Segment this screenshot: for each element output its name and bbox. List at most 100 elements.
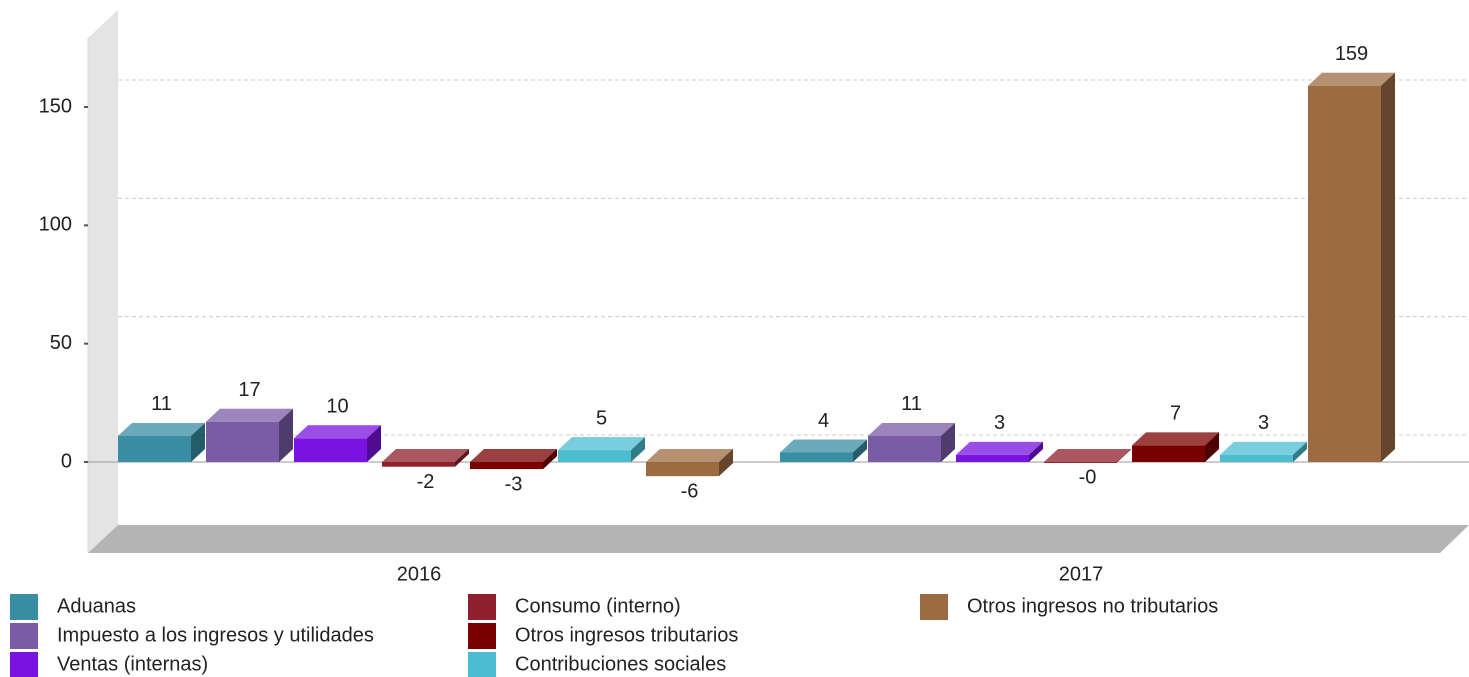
bar-top bbox=[382, 448, 469, 462]
bar-side bbox=[367, 425, 381, 462]
bar-side bbox=[279, 408, 293, 462]
bar-top bbox=[780, 439, 867, 453]
bar-side-shade bbox=[1205, 432, 1219, 462]
data-label: -3 bbox=[505, 473, 523, 495]
legend-label: Ventas (internas) bbox=[57, 653, 208, 675]
bar-top-shade bbox=[1132, 432, 1219, 446]
data-label: 11 bbox=[151, 393, 172, 415]
bar bbox=[206, 421, 279, 462]
legend-swatch bbox=[468, 652, 496, 677]
bar bbox=[294, 438, 367, 462]
bar bbox=[470, 461, 543, 470]
y-tick-label: 0 bbox=[61, 450, 72, 472]
bar-side-shade bbox=[853, 439, 867, 462]
bar bbox=[646, 461, 719, 477]
bar-top-shade bbox=[206, 408, 293, 422]
bar bbox=[1308, 85, 1381, 462]
bar-side bbox=[853, 439, 867, 462]
legend-label: Aduanas bbox=[57, 595, 136, 617]
data-label: 11 bbox=[901, 393, 922, 415]
bar-side bbox=[455, 448, 469, 467]
bar-side bbox=[719, 448, 733, 477]
bar-side-shade bbox=[631, 437, 645, 462]
bar-side-shade bbox=[279, 408, 293, 462]
bar-top-shade bbox=[1220, 441, 1307, 455]
bar-side-shade bbox=[367, 425, 381, 462]
bar-top bbox=[558, 437, 645, 451]
bar-side bbox=[631, 437, 645, 462]
bar-top-shade bbox=[868, 422, 955, 436]
data-label: -2 bbox=[417, 471, 435, 493]
bar-side-shade bbox=[1293, 441, 1307, 462]
y-tick-label: 50 bbox=[50, 332, 72, 354]
bar-side-shade bbox=[719, 448, 733, 477]
bar-top bbox=[956, 441, 1043, 455]
bar-side-shade bbox=[1381, 72, 1395, 462]
bar bbox=[558, 450, 631, 462]
bar-top-shade bbox=[1308, 72, 1395, 86]
legend-label: Otros ingresos tributarios bbox=[515, 624, 738, 646]
data-label: 159 bbox=[1335, 43, 1368, 65]
legend-swatch bbox=[10, 652, 38, 677]
bar-side-shade bbox=[941, 422, 955, 462]
bar bbox=[1132, 445, 1205, 462]
data-label: -6 bbox=[681, 480, 699, 502]
legend-label: Consumo (interno) bbox=[515, 595, 681, 617]
data-label: 7 bbox=[1170, 403, 1181, 425]
bar-side bbox=[543, 448, 557, 470]
bar-side bbox=[1293, 441, 1307, 462]
y-tick-label: 150 bbox=[39, 95, 72, 117]
bar-top-shade bbox=[558, 437, 645, 451]
bar-side bbox=[1029, 441, 1043, 462]
legend-label: Otros ingresos no tributarios bbox=[967, 595, 1218, 617]
bar-top-shade bbox=[1044, 448, 1131, 462]
bar-side-shade bbox=[455, 448, 469, 467]
legend-swatch bbox=[10, 594, 38, 620]
bar-top-shade bbox=[780, 439, 867, 453]
bar-top bbox=[118, 422, 205, 436]
data-label: 10 bbox=[326, 396, 348, 418]
bar-top-shade bbox=[470, 448, 557, 462]
bar-side-shade bbox=[1029, 441, 1043, 462]
bar-top-shade bbox=[646, 448, 733, 462]
data-label: 4 bbox=[818, 410, 829, 432]
data-label: 17 bbox=[238, 379, 260, 401]
y-tick-label: 100 bbox=[39, 214, 72, 236]
bar-top-shade bbox=[382, 448, 469, 462]
bar-top bbox=[206, 408, 293, 422]
bar-side bbox=[191, 422, 205, 462]
bar-top bbox=[1220, 441, 1307, 455]
bar-side-shade bbox=[543, 448, 557, 470]
bar-top bbox=[646, 448, 733, 462]
bar bbox=[1220, 454, 1293, 462]
legend-swatch bbox=[920, 594, 948, 620]
bar-top bbox=[868, 422, 955, 436]
bar-top bbox=[1308, 72, 1395, 86]
bar-top-shade bbox=[956, 441, 1043, 455]
legend-label: Contribuciones sociales bbox=[515, 653, 726, 675]
bar-side-shade bbox=[191, 422, 205, 462]
bar-top bbox=[1044, 448, 1131, 462]
data-label: 5 bbox=[596, 407, 607, 429]
bar-top bbox=[294, 425, 381, 439]
bar-side bbox=[1117, 448, 1131, 463]
bar bbox=[118, 435, 191, 462]
bar bbox=[780, 452, 853, 462]
legend-swatch bbox=[468, 594, 496, 620]
bar-side bbox=[1205, 432, 1219, 462]
data-label: 3 bbox=[994, 412, 1005, 434]
side-wall bbox=[88, 10, 118, 553]
legend-label: Impuesto a los ingresos y utilidades bbox=[57, 624, 374, 646]
legend-swatch bbox=[468, 623, 496, 649]
data-label: -0 bbox=[1079, 467, 1097, 489]
bar-side-shade bbox=[1117, 448, 1131, 463]
bar-top bbox=[470, 448, 557, 462]
x-tick-label: 2017 bbox=[1059, 563, 1104, 585]
data-label: 3 bbox=[1258, 412, 1269, 434]
bar-top-shade bbox=[118, 422, 205, 436]
bar bbox=[868, 435, 941, 462]
legend-swatch bbox=[10, 623, 38, 649]
bar-side bbox=[1381, 72, 1395, 462]
floor bbox=[88, 525, 1469, 553]
